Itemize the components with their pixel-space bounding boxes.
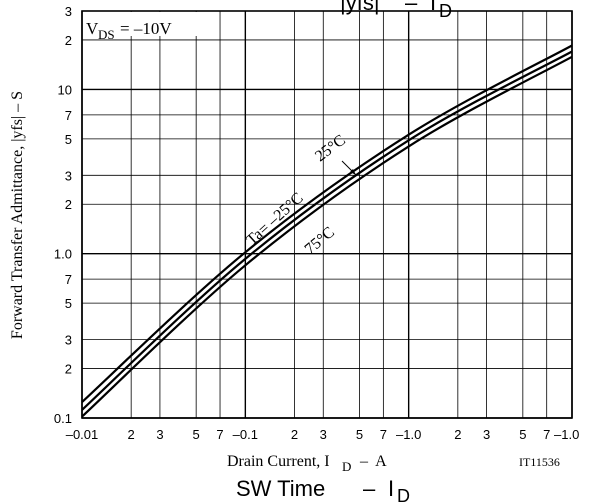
y-tick-label: 1.0 [54,247,72,262]
condition-value: = –10V [120,19,172,38]
next-title-main: SW Time [236,476,325,501]
x-tick-label: –0.1 [233,427,258,442]
y-tick-label: 3 [65,4,72,19]
next-title-subscript: D [397,486,410,502]
x-axis-label: Drain Current, I D – A [227,453,387,474]
y-tick-label: 3 [65,333,72,348]
x-axis-label-main: Drain Current, I [227,453,330,470]
condition-v: V [86,19,99,38]
y-tick-label: 5 [65,296,72,311]
x-tick-label: 7 [543,427,550,442]
y-tick-label: 2 [65,362,72,377]
next-title-symbol: I [388,476,394,501]
series-labels: Ta= –25°C 25°C 75°C [243,132,357,258]
y-tick-labels: 0.1 2 3 5 7 1.0 2 3 5 7 10 2 3 [54,4,72,426]
y-tick-label: 0.1 [54,411,72,426]
curve-group [81,44,573,418]
series-line-2 [81,55,573,418]
x-tick-label: –1.0 [554,427,579,442]
x-tick-label: 3 [156,427,163,442]
title-symbol: I [430,0,436,15]
series-label-75c: 75°C [302,224,338,258]
plot-frame [81,10,573,419]
y-tick-label: 3 [65,168,72,183]
y-tick-label: 2 [65,33,72,48]
y-tick-label: 7 [65,272,72,287]
condition-label-bg [83,12,198,36]
x-tick-label: 2 [128,427,135,442]
x-tick-label: 5 [193,427,200,442]
y-tick-label: 10 [58,82,72,97]
series-label-25c: 25°C [312,132,349,165]
plot-grid [81,10,573,419]
y-tick-label: 7 [65,108,72,123]
x-tick-label: 5 [356,427,363,442]
x-axis-label-subscript: D [342,459,351,474]
y-tick-label: 2 [65,197,72,212]
x-tick-labels: –0.01 2 3 5 7 –0.1 2 3 5 7 –1.0 2 3 5 7 –1.0 [66,427,580,442]
y-axis-label: Forward Transfer Admittance, |yfs| – S [9,91,26,339]
x-tick-label: –0.01 [66,427,99,442]
next-title-dash: – [363,476,376,501]
x-tick-label: 7 [216,427,223,442]
x-tick-label: –1.0 [396,427,421,442]
x-tick-label: 5 [519,427,526,442]
y-tick-label: 5 [65,132,72,147]
x-tick-label: 2 [291,427,298,442]
condition-subscript: DS [98,27,115,42]
series-line-1 [81,50,573,411]
next-chart-title: SW Time – I D [236,476,410,502]
label-arrowhead-25c [350,169,356,175]
x-tick-label: 7 [380,427,387,442]
x-tick-label: 3 [483,427,490,442]
figure-code: IT11536 [519,455,560,469]
x-tick-label: 3 [320,427,327,442]
title-dash: – [405,0,418,15]
x-axis-label-unit: – A [352,453,387,470]
series-line-0 [81,44,573,403]
x-tick-label: 2 [454,427,461,442]
condition-label: V DS = –10V [83,12,198,42]
